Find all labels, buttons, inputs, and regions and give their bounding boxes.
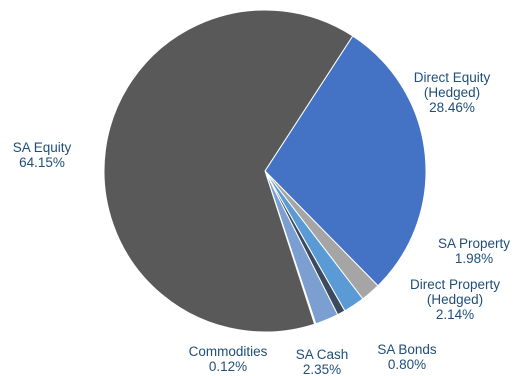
label-name-sa-property: SA Property	[438, 236, 510, 251]
label-value-sa-cash: 2.35%	[303, 362, 341, 376]
label-name-direct-equity-hedged: (Hedged)	[424, 85, 480, 100]
label-value-sa-equity: 64.15%	[19, 155, 65, 170]
label-direct-equity-hedged: Direct Equity (Hedged) 28.46%	[414, 70, 491, 115]
label-name-sa-cash: SA Cash	[296, 347, 349, 362]
label-name-direct-property-hedged: (Hedged)	[427, 292, 483, 307]
label-name-direct-equity-hedged: Direct Equity	[414, 70, 491, 85]
pie-slices	[103, 9, 427, 333]
pie-labels: Direct Equity (Hedged) 28.46%SA Property 1.…	[13, 70, 511, 376]
label-commodities: Commodities 0.12%	[189, 344, 268, 374]
label-value-sa-property: 1.98%	[455, 251, 493, 266]
label-sa-equity: SA Equity 64.15%	[13, 140, 72, 170]
label-name-sa-bonds: SA Bonds	[377, 342, 437, 357]
label-sa-property: SA Property 1.98%	[438, 236, 510, 266]
label-value-sa-bonds: 0.80%	[388, 357, 426, 372]
label-sa-bonds: SA Bonds 0.80%	[377, 342, 437, 372]
label-name-direct-property-hedged: Direct Property	[410, 277, 500, 292]
label-sa-cash: SA Cash 2.35%	[296, 347, 349, 376]
label-value-direct-property-hedged: 2.14%	[436, 307, 474, 322]
label-name-sa-equity: SA Equity	[13, 140, 72, 155]
label-value-commodities: 0.12%	[209, 359, 247, 374]
slice-sa-equity	[103, 9, 354, 333]
label-direct-property-hedged: Direct Property (Hedged) 2.14%	[410, 277, 500, 322]
slice-direct-equity-hedged	[264, 35, 427, 287]
label-name-commodities: Commodities	[189, 344, 268, 359]
label-value-direct-equity-hedged: 28.46%	[429, 100, 475, 115]
